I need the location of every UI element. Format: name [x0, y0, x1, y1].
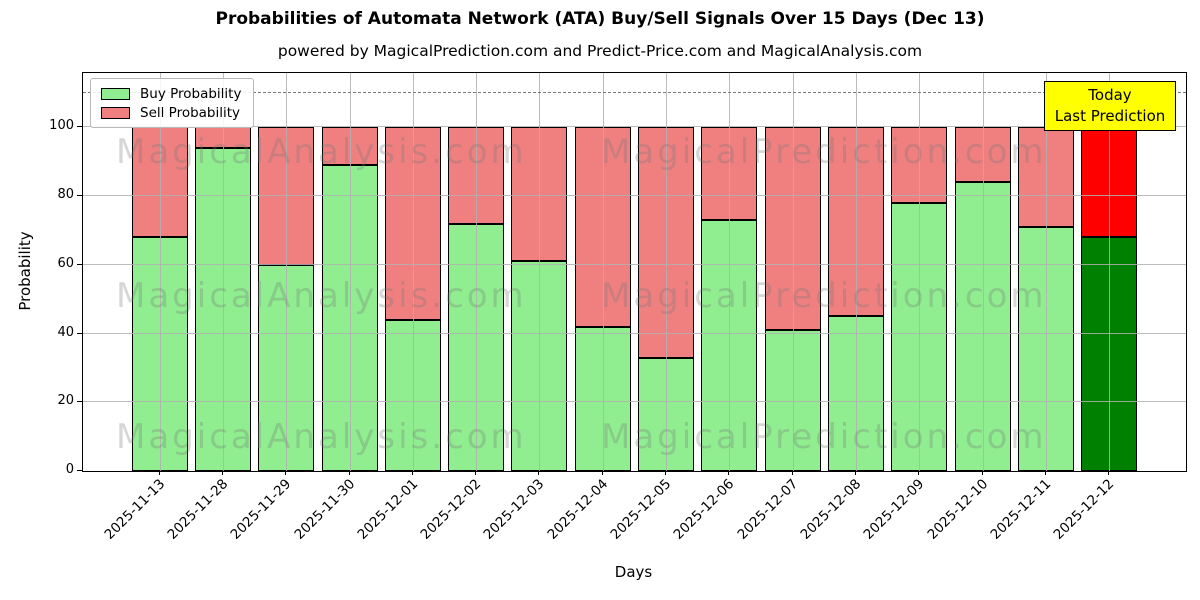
x-tick-label-2025-12-06: 2025-12-06: [670, 476, 738, 543]
y-tick-label: 20: [57, 393, 74, 409]
watermark-magicalanalysis: MagicalAnalysis.com: [116, 417, 527, 457]
x-axis-tick: [1044, 470, 1046, 475]
gridline-vertical: [286, 73, 288, 471]
y-tick-label: 60: [57, 255, 74, 271]
x-tick-label-2025-12-07: 2025-12-07: [734, 476, 801, 543]
x-axis-tick: [791, 470, 793, 475]
chart-subtitle: powered by MagicalPrediction.com and Pre…: [277, 42, 923, 60]
y-axis-tick: [77, 332, 82, 334]
x-axis-tick: [538, 470, 540, 475]
gridline-vertical: [539, 73, 541, 471]
x-tick-label-2025-12-08: 2025-12-08: [797, 476, 865, 543]
gridline-vertical: [982, 73, 984, 471]
y-tick-label: 100: [49, 118, 74, 134]
y-axis-tick: [77, 263, 82, 265]
legend: Buy Probability Sell Probability: [90, 78, 255, 128]
x-axis-tick: [665, 470, 666, 475]
y-axis-tick: [77, 126, 82, 128]
x-tick-label-2025-11-29: 2025-11-29: [227, 476, 295, 543]
gridline-vertical: [1109, 73, 1111, 471]
gridline-vertical: [919, 73, 921, 471]
x-tick-label-2025-11-30: 2025-11-30: [291, 476, 358, 543]
legend-entry-buy: Buy Probability: [101, 84, 241, 103]
x-axis-tick: [221, 470, 223, 475]
gridline-vertical: [222, 73, 224, 471]
gridline-vertical: [602, 73, 604, 471]
gridline-vertical: [666, 73, 667, 471]
legend-label-sell: Sell Probability: [140, 104, 241, 121]
x-axis-tick: [601, 470, 603, 475]
x-tick-label-2025-12-04: 2025-12-04: [544, 476, 612, 543]
x-axis-tick: [348, 470, 350, 475]
gridline-vertical: [1045, 73, 1047, 471]
x-tick-label-2025-12-10: 2025-12-10: [924, 476, 991, 543]
x-tick-label-2025-12-12: 2025-12-12: [1050, 476, 1118, 543]
y-tick-label: 80: [57, 187, 74, 203]
watermark-magicalprediction: MagicalPrediction.com: [601, 132, 1047, 172]
buy-color-swatch: [101, 87, 130, 100]
y-tick-label: 0: [65, 462, 74, 477]
watermark-magicalprediction: MagicalPrediction.com: [601, 417, 1047, 457]
x-axis-tick: [411, 470, 413, 475]
x-axis-tick: [1108, 470, 1110, 475]
reference-dashed-line: [83, 91, 1186, 93]
annotation-line-1: Today: [1088, 86, 1132, 104]
y-tick-label: 40: [57, 324, 74, 340]
gridline-horizontal-80: [83, 195, 1186, 197]
y-axis-tick: [77, 401, 82, 403]
x-axis-tick: [981, 470, 983, 475]
today-annotation-box: Today Last Prediction: [1044, 81, 1176, 131]
x-tick-label-2025-12-09: 2025-12-09: [860, 476, 928, 543]
watermark-magicalanalysis: MagicalAnalysis.com: [116, 276, 527, 316]
x-tick-label-2025-12-05: 2025-12-05: [607, 476, 675, 543]
y-axis-tick: [77, 470, 82, 471]
x-tick-label-2025-11-13: 2025-11-13: [101, 476, 168, 543]
gridline-vertical: [855, 73, 857, 471]
chart-title: Probabilities of Automata Network (ATA) …: [215, 9, 985, 29]
legend-entry-sell: Sell Probability: [101, 103, 241, 122]
x-axis-title: Days: [614, 563, 653, 581]
x-axis-tick: [854, 470, 856, 475]
sell-color-swatch: [101, 106, 130, 119]
gridline-horizontal-60: [83, 263, 1186, 265]
x-tick-label-2025-11-28: 2025-11-28: [164, 476, 232, 543]
gridline-horizontal-40: [83, 332, 1186, 334]
legend-label-buy: Buy Probability: [140, 85, 242, 102]
y-axis-title: Probability: [16, 231, 34, 311]
gridline-horizontal-100: [83, 126, 1186, 128]
annotation-line-2: Last Prediction: [1054, 107, 1166, 125]
x-axis-tick: [728, 470, 730, 475]
gridline-horizontal-20: [83, 401, 1186, 403]
x-axis-tick: [475, 470, 477, 475]
gridline-vertical: [729, 73, 731, 471]
gridline-vertical: [792, 73, 794, 471]
watermark-magicalanalysis: MagicalAnalysis.com: [116, 132, 527, 172]
gridline-vertical: [476, 73, 478, 471]
watermark-magicalprediction: MagicalPrediction.com: [601, 276, 1047, 316]
x-tick-label-2025-12-01: 2025-12-01: [354, 476, 422, 543]
gridline-vertical: [349, 73, 351, 471]
x-tick-label-2025-12-11: 2025-12-11: [987, 476, 1055, 543]
x-tick-label-2025-12-03: 2025-12-03: [480, 476, 548, 543]
gridline-vertical: [159, 73, 161, 471]
x-axis-tick: [918, 470, 920, 475]
y-axis-tick: [77, 195, 82, 197]
x-tick-label-2025-12-02: 2025-12-02: [417, 476, 485, 543]
x-axis-tick: [158, 470, 160, 475]
gridline-vertical: [412, 73, 414, 471]
x-axis-tick: [285, 470, 287, 475]
plot-area: Buy Probability Sell Probability Today L…: [82, 72, 1187, 472]
